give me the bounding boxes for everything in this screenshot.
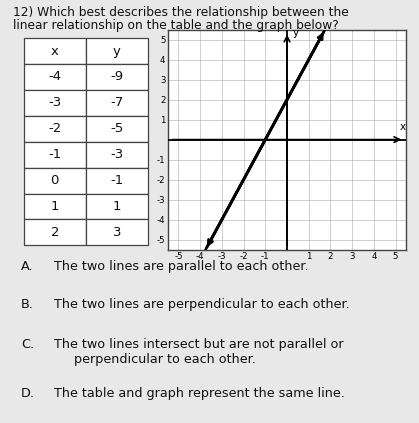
Text: B.: B. [21, 298, 34, 311]
Text: A.: A. [21, 260, 34, 273]
Text: The two lines intersect but are not parallel or
     perpendicular to each other: The two lines intersect but are not para… [54, 338, 344, 366]
Text: D.: D. [21, 387, 35, 400]
Text: x: x [400, 122, 406, 132]
Text: 12) Which best describes the relationship between the: 12) Which best describes the relationshi… [13, 6, 348, 19]
Text: The table and graph represent the same line.: The table and graph represent the same l… [54, 387, 345, 400]
Text: The two lines are perpendicular to each other.: The two lines are perpendicular to each … [54, 298, 350, 311]
Text: C.: C. [21, 338, 34, 352]
Text: y: y [293, 27, 299, 38]
Text: linear relationship on the table and the graph below?: linear relationship on the table and the… [13, 19, 338, 32]
Text: The two lines are parallel to each other.: The two lines are parallel to each other… [54, 260, 309, 273]
